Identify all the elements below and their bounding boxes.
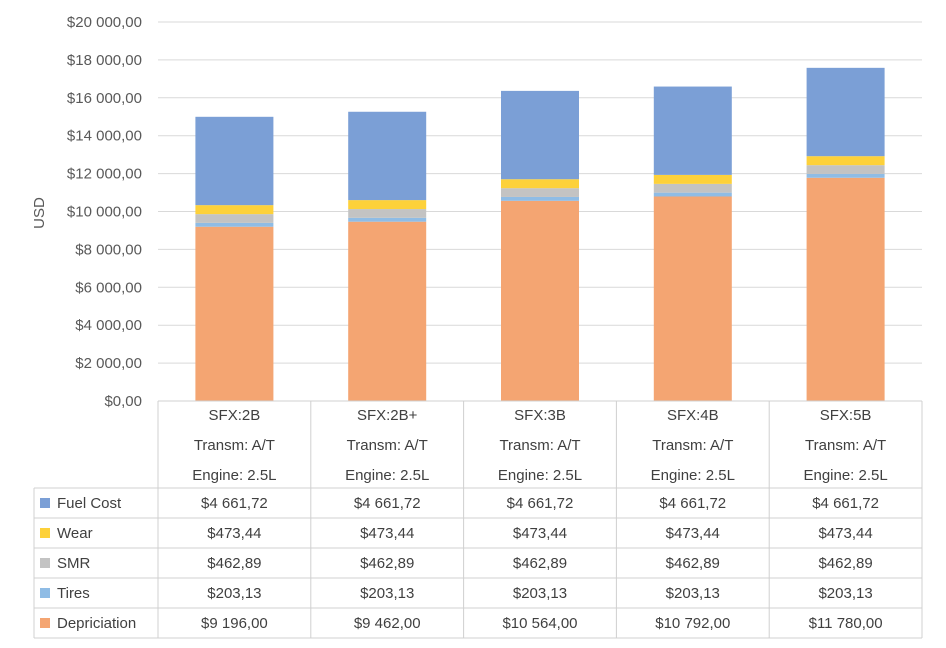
category-label: Transm: A/T bbox=[652, 437, 733, 454]
table-cell-value: $4 661,72 bbox=[659, 495, 726, 512]
legend-key bbox=[40, 618, 50, 628]
category-label: Transm: A/T bbox=[499, 437, 580, 454]
bar-smr bbox=[653, 183, 732, 193]
category-label: SFX:5B bbox=[820, 407, 872, 424]
category-label: Engine: 2.5L bbox=[803, 467, 887, 484]
table-cell-value: $462,89 bbox=[360, 555, 414, 572]
bar-depriciation bbox=[806, 177, 885, 401]
y-tick-label: $4 000,00 bbox=[75, 317, 142, 334]
y-tick-label: $18 000,00 bbox=[67, 52, 142, 69]
category-label: Transm: A/T bbox=[347, 437, 428, 454]
bar-tires bbox=[653, 192, 732, 197]
y-tick-label: $2 000,00 bbox=[75, 355, 142, 372]
table-cell-value: $462,89 bbox=[513, 555, 567, 572]
bar-smr bbox=[195, 214, 274, 223]
bar-depriciation bbox=[501, 200, 579, 401]
y-axis-tick-labels: $0,00 $2 000,00 $4 000,00 $6 000,00 $8 000,0… bbox=[67, 14, 142, 410]
y-tick-label: $8 000,00 bbox=[75, 241, 142, 258]
bar-fuel-cost bbox=[348, 111, 427, 201]
series-name: Fuel Cost bbox=[57, 495, 122, 512]
y-tick-label: $16 000,00 bbox=[67, 90, 142, 107]
table-cell-value: $203,13 bbox=[513, 585, 567, 602]
y-tick-label: $14 000,00 bbox=[67, 128, 142, 145]
table-cell-value: $473,44 bbox=[666, 525, 720, 542]
bar-smr bbox=[501, 188, 579, 197]
data-table: SFX:2B Transm: A/T Engine: 2.5L SFX:2B+ Tran… bbox=[33, 400, 923, 639]
bar-fuel-cost bbox=[195, 116, 274, 206]
category-label: Engine: 2.5L bbox=[192, 467, 276, 484]
legend-key bbox=[40, 498, 50, 508]
bar-fuel-cost bbox=[501, 90, 579, 180]
table-cell-value: $473,44 bbox=[513, 525, 567, 542]
category-label: SFX:3B bbox=[514, 407, 566, 424]
table-cell-value: $10 792,00 bbox=[655, 615, 730, 632]
table-cell-value: $473,44 bbox=[818, 525, 872, 542]
y-axis-title: USD bbox=[31, 197, 48, 229]
category-label: Transm: A/T bbox=[805, 437, 886, 454]
bar-smr bbox=[348, 209, 427, 218]
bar-wear bbox=[348, 200, 427, 210]
table-cell-value: $203,13 bbox=[666, 585, 720, 602]
table-cell-value: $462,89 bbox=[666, 555, 720, 572]
legend-key bbox=[40, 588, 50, 598]
y-tick-label: $0,00 bbox=[104, 393, 142, 410]
series-name: Wear bbox=[57, 525, 93, 542]
bar-wear bbox=[501, 179, 579, 189]
table-cell-value: $203,13 bbox=[818, 585, 872, 602]
table-cell-value: $10 564,00 bbox=[502, 615, 577, 632]
table-cell-value: $462,89 bbox=[818, 555, 872, 572]
y-tick-label: $20 000,00 bbox=[67, 14, 142, 31]
table-cell-value: $4 661,72 bbox=[201, 495, 268, 512]
category-label: Engine: 2.5L bbox=[498, 467, 582, 484]
bar-wear bbox=[806, 156, 885, 166]
category-label: SFX:2B bbox=[209, 407, 261, 424]
bar-tires bbox=[501, 196, 579, 201]
table-cell-value: $4 661,72 bbox=[507, 495, 574, 512]
bar-depriciation bbox=[653, 196, 732, 401]
bar-tires bbox=[195, 222, 274, 227]
legend-key bbox=[40, 558, 50, 568]
bar-fuel-cost bbox=[653, 86, 732, 175]
bar-tires bbox=[348, 217, 427, 222]
table-cell-value: $473,44 bbox=[360, 525, 414, 542]
table-cell-value: $473,44 bbox=[207, 525, 261, 542]
bar-depriciation bbox=[195, 226, 274, 401]
table-cell-value: $462,89 bbox=[207, 555, 261, 572]
bar-wear bbox=[195, 205, 274, 215]
table-cell-value: $11 780,00 bbox=[809, 615, 883, 632]
y-tick-label: $10 000,00 bbox=[67, 204, 142, 221]
y-tick-label: $6 000,00 bbox=[75, 279, 142, 296]
table-cell-value: $9 462,00 bbox=[354, 615, 421, 632]
series-name: SMR bbox=[57, 555, 91, 572]
table-cell-value: $9 196,00 bbox=[201, 615, 268, 632]
category-label: SFX:4B bbox=[667, 407, 719, 424]
bar-wear bbox=[653, 174, 732, 184]
table-cell-value: $203,13 bbox=[360, 585, 414, 602]
category-label: Engine: 2.5L bbox=[651, 467, 735, 484]
table-cell-value: $4 661,72 bbox=[354, 495, 421, 512]
category-label: SFX:2B+ bbox=[357, 407, 418, 424]
category-label: Engine: 2.5L bbox=[345, 467, 429, 484]
series-name: Depriciation bbox=[57, 615, 136, 632]
y-tick-label: $12 000,00 bbox=[67, 166, 142, 183]
legend-key bbox=[40, 528, 50, 538]
bars bbox=[195, 67, 885, 401]
table-cell-value: $203,13 bbox=[207, 585, 261, 602]
table-cell-value: $4 661,72 bbox=[812, 495, 879, 512]
series-name: Tires bbox=[57, 585, 90, 602]
bar-tires bbox=[806, 173, 885, 178]
category-label: Transm: A/T bbox=[194, 437, 275, 454]
bar-depriciation bbox=[348, 221, 427, 401]
bar-fuel-cost bbox=[806, 67, 885, 157]
bar-smr bbox=[806, 165, 885, 174]
